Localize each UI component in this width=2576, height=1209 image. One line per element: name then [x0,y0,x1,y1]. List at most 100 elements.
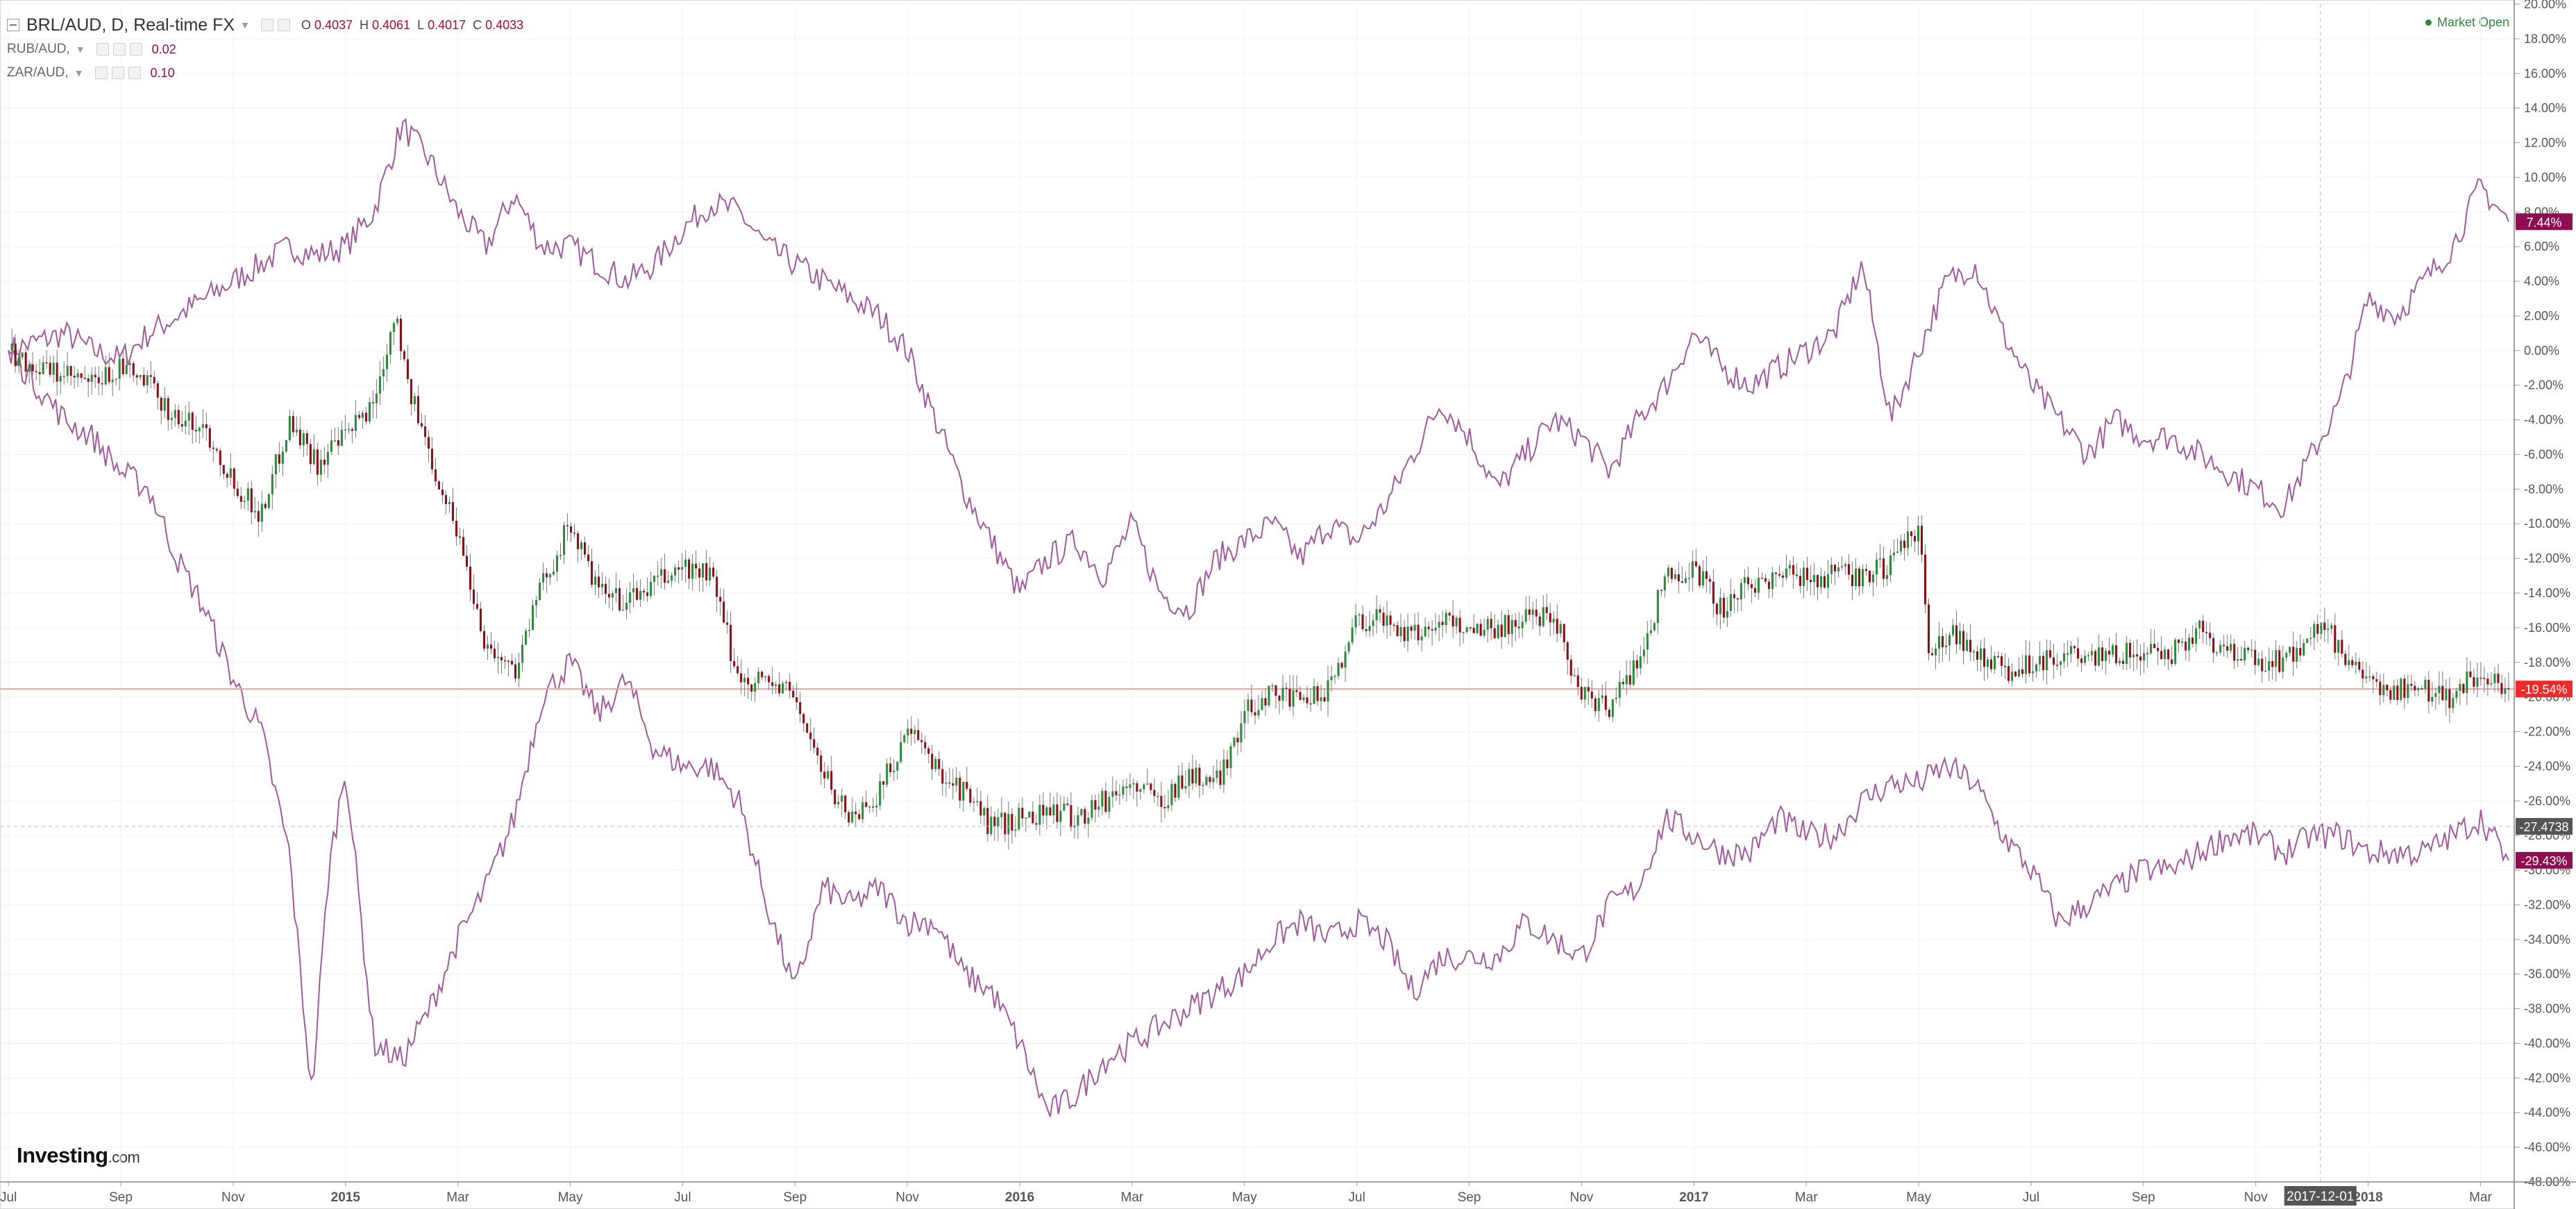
x-tick-label: Nov [1570,1190,1594,1205]
candle-body [2202,620,2205,633]
visibility-toggle-icon[interactable] [94,67,108,79]
price-badges: 7.44% -19.54% -27.4738 -29.43% 2017-12-01 [2284,213,2573,1206]
candle-body [1118,794,1121,796]
candle-body [1517,626,1520,628]
candle-body [1504,615,1506,637]
candle-body [2473,677,2475,687]
chevron-down-icon[interactable]: ▼ [240,19,250,31]
candle-body [2271,660,2274,667]
candle-body [441,489,444,495]
candle-body [1462,632,1465,633]
candle-body [1733,594,1735,599]
candle-body [357,415,360,418]
zar-last-badge-bg [2516,851,2573,869]
candle-body [1736,598,1739,600]
candle-body [87,378,90,382]
settings-icon[interactable] [277,19,290,31]
candle-body [2275,650,2278,667]
candle-body [2500,683,2503,694]
candle-body [858,814,861,819]
candle-body [778,684,781,694]
candle-body [2164,649,2166,660]
candle-body [1233,737,1236,747]
candle-body [1955,625,1958,644]
candle-body [24,352,27,372]
close-icon[interactable] [128,67,141,79]
candle-body [191,412,194,430]
candle-body [1715,603,1718,615]
candle-body [1566,642,1569,660]
candle-body [219,450,221,465]
candle-body [1923,554,1927,605]
candle-body [319,459,322,475]
candle-body [1372,620,1374,626]
candle-body [1795,574,1798,576]
candle-body [684,559,687,567]
candle-body [316,449,319,475]
chart-legend: BRL/AUD, D, Real-time FX ▼ O 0.4037 H 0.… [7,12,523,85]
candle-body [1285,687,1288,689]
y-tick-label: -46.00% [2524,1140,2570,1154]
candle-body [1340,662,1343,668]
candle-body [591,561,594,585]
visibility-toggle-icon[interactable] [96,43,109,56]
visibility-toggle-icon[interactable] [260,19,273,31]
collapse-legend-button[interactable] [7,19,19,31]
candle-body [2393,685,2396,700]
candle-body [1694,561,1697,567]
candle-body [1910,531,1913,536]
candle-body [368,402,371,422]
candle-body [1038,805,1041,825]
candle-body [1229,746,1232,769]
candle-body [1906,531,1910,549]
candle-body [1257,710,1260,716]
candle-body [1542,607,1544,626]
candle-body [636,587,639,600]
y-tick-label: -44.00% [2524,1106,2570,1119]
candle-body [1507,615,1510,635]
candle-body [2032,671,2035,674]
y-tick-label: -32.00% [2524,898,2570,912]
candle-body [1066,803,1069,806]
candle-body [2365,676,2368,678]
close-icon[interactable] [129,43,142,56]
candle-body [208,428,211,448]
candle-body [677,567,680,570]
candle-body [1254,712,1256,716]
chevron-down-icon[interactable]: ▼ [74,67,84,78]
settings-icon[interactable] [111,67,124,79]
candle-body [716,576,718,597]
candle-body [2476,677,2479,687]
main-symbol-label[interactable]: BRL/AUD, D, Real-time FX [26,15,235,35]
chevron-down-icon[interactable]: ▼ [75,44,85,55]
compare-line-zar-aud [8,349,2509,1117]
candle-body [156,383,159,398]
candle-body [2362,669,2364,678]
candle-body [1014,829,1017,831]
candle-body [528,630,531,631]
compare-symbol-zar[interactable]: ZAR/AUD, [7,65,69,80]
settings-icon[interactable] [112,43,126,56]
candle-body [177,410,180,424]
candle-body [743,678,746,683]
candle-body [2459,683,2461,691]
candle-body [643,590,646,593]
candle-body [1347,642,1350,652]
candle-body [1691,561,1694,578]
candle-body [1240,723,1243,743]
candle-body [1309,703,1312,705]
compare-symbol-rub[interactable]: RUB/AUD, [7,42,70,56]
candle-body [1177,775,1180,798]
y-tick-label: -2.00% [2524,378,2564,392]
candle-body [702,563,705,578]
candle-body [1132,783,1135,785]
candle-body [1809,580,1812,583]
candle-body [1358,614,1361,616]
candle-body [1004,812,1007,835]
candle-body [1306,697,1308,703]
candle-body [21,352,24,358]
candle-body [1320,697,1322,701]
candle-body [326,451,329,465]
candle-body [1705,571,1708,579]
